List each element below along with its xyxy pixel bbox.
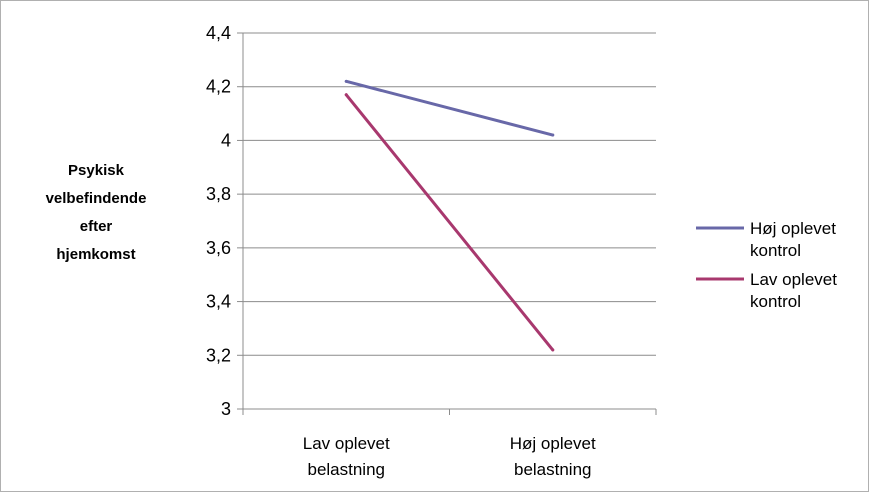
y-tick-label: 4,4	[206, 23, 231, 43]
data-point	[551, 348, 555, 352]
y-tick-label: 3,6	[206, 238, 231, 258]
gridlines	[243, 32, 656, 356]
y-tick-label: 4	[221, 130, 231, 150]
legend-label: Høj oplevet	[750, 219, 836, 238]
legend-label: kontrol	[750, 292, 801, 311]
data-point	[344, 93, 348, 97]
series-line-1	[344, 93, 555, 352]
axes	[237, 32, 657, 415]
x-category-label: Høj oplevet	[510, 434, 596, 453]
series-lines	[344, 79, 555, 352]
y-tick-label: 3	[221, 399, 231, 419]
data-point	[551, 133, 555, 137]
x-category-labels: Lav oplevet belastning Høj oplevet belastni…	[303, 434, 596, 479]
data-point	[344, 79, 348, 83]
x-category-label: Lav oplevet	[303, 434, 390, 453]
y-tick-label: 3,4	[206, 292, 231, 312]
y-axis-title-line: velbefindende	[46, 190, 147, 207]
legend: Høj oplevet kontrol Lav oplevet kontrol	[696, 219, 837, 311]
x-category-label: belastning	[307, 460, 385, 479]
y-axis-title-line: Psykisk	[68, 162, 125, 179]
x-category-label: belastning	[514, 460, 592, 479]
y-tick-label: 3,8	[206, 184, 231, 204]
legend-label: Lav oplevet	[750, 270, 837, 289]
y-axis-title: Psykisk velbefindende efter hjemkomst	[46, 162, 147, 263]
y-axis-title-line: hjemkomst	[56, 246, 135, 263]
y-axis-title-line: efter	[80, 218, 113, 235]
y-tick-label: 3,2	[206, 345, 231, 365]
y-tick-label: 4,2	[206, 77, 231, 97]
legend-label: kontrol	[750, 241, 801, 260]
y-tick-labels: 3 3,2 3,4 3,6 3,8 4 4,2 4,4	[206, 23, 231, 419]
series-line-0	[344, 79, 555, 137]
